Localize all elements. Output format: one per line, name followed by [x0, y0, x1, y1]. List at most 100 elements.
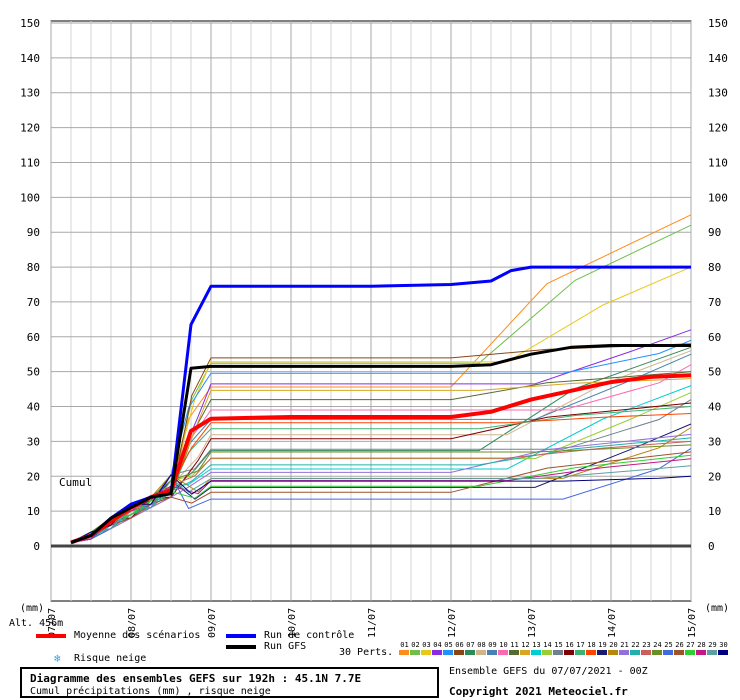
perturbation-id: 07	[466, 641, 475, 649]
legend-control-swatch	[226, 634, 256, 638]
perturbation-swatch	[564, 650, 574, 655]
perturbation-id: 15	[554, 641, 563, 649]
perturbation-swatch	[586, 650, 596, 655]
perturbation-id: 09	[488, 641, 497, 649]
y-tick-label-left: 130	[20, 87, 40, 100]
y-tick-label-right: 140	[708, 52, 728, 65]
y-tick-label-right: 10	[708, 505, 721, 518]
perturbation-swatch	[520, 650, 530, 655]
y-tick-label-left: 90	[27, 226, 40, 239]
legend-mean-swatch	[36, 634, 66, 638]
perturbation-id: 29	[708, 641, 717, 649]
perturbation-id: 11	[510, 641, 519, 649]
perturbation-swatch	[410, 650, 420, 655]
perturbation-swatch	[421, 650, 431, 655]
perturbation-swatch	[399, 650, 409, 655]
perturbation-swatch	[498, 650, 508, 655]
perturbation-swatch	[487, 650, 497, 655]
perturbation-id: 02	[411, 641, 420, 649]
perturbation-swatch	[641, 650, 651, 655]
member-trace-29	[70, 465, 692, 543]
perturbation-swatch	[674, 650, 684, 655]
perturbation-id: 03	[422, 641, 431, 649]
x-tick-label: 09/07	[207, 608, 218, 638]
x-tick-label: 12/07	[447, 608, 458, 638]
y-tick-label-right: 110	[708, 156, 728, 169]
perturbation-id: 27	[686, 641, 695, 649]
y-tick-label-right: 80	[708, 261, 721, 274]
copyright: Copyright 2021 Meteociel.fr	[449, 685, 628, 698]
perturbation-swatch	[608, 650, 618, 655]
perturbation-id: 24	[653, 641, 662, 649]
perturbation-id: 04	[433, 641, 442, 649]
perturbation-id: 13	[532, 641, 541, 649]
run-info: Ensemble GEFS du 07/07/2021 - 00Z	[449, 666, 648, 677]
perturbation-swatch	[454, 650, 464, 655]
x-tick-label: 07/07	[47, 608, 58, 638]
y-tick-label-right: 60	[708, 331, 721, 344]
legend-gfs-label: Run GFS	[264, 641, 307, 652]
y-tick-label-left: 0	[33, 540, 40, 553]
perturbation-swatch	[707, 650, 717, 655]
perturbation-id: 12	[521, 641, 530, 649]
perturbation-id: 20	[609, 641, 618, 649]
perturbation-swatch	[575, 650, 585, 655]
perturbation-id: 30	[719, 641, 728, 649]
perturbation-swatch	[685, 650, 695, 655]
perturbation-swatch	[652, 650, 662, 655]
perturbation-id: 18	[587, 641, 596, 649]
y-tick-label-right: 150	[708, 17, 728, 30]
perturbation-id: 25	[664, 641, 673, 649]
perturbation-id: 05	[444, 641, 453, 649]
perturbation-id: 10	[499, 641, 508, 649]
control-run-line	[70, 265, 691, 544]
perturbation-swatch	[465, 650, 475, 655]
perturbation-id: 06	[455, 641, 464, 649]
perturbation-swatch	[597, 650, 607, 655]
y-tick-label-left: 110	[20, 156, 40, 169]
perturbation-id: 26	[675, 641, 684, 649]
y-tick-label-left: 60	[27, 331, 40, 344]
y-tick-label-right: 70	[708, 296, 721, 309]
y-tick-label-left: 20	[27, 470, 40, 483]
y-tick-label-left: 40	[27, 401, 40, 414]
perturbation-id: 08	[477, 641, 486, 649]
y-tick-label-right: 90	[708, 226, 721, 239]
perturbation-id: 19	[598, 641, 607, 649]
perturbation-swatch	[476, 650, 486, 655]
y-tick-label-left: 30	[27, 435, 40, 448]
perturbation-id: 16	[565, 641, 574, 649]
perturbation-swatch	[542, 650, 552, 655]
perturbation-id: 22	[631, 641, 640, 649]
perturbation-id: 23	[642, 641, 651, 649]
perturbation-id: 21	[620, 641, 629, 649]
perturbation-swatch	[531, 650, 541, 655]
y-tick-label-right: 130	[708, 87, 728, 100]
perturbation-id: 14	[543, 641, 552, 649]
y-tick-label-left: 10	[27, 505, 40, 518]
gfs-run-line	[70, 344, 691, 544]
y-tick-label-right: 50	[708, 366, 721, 379]
legend-gfs-swatch	[226, 645, 256, 649]
y-tick-label-left: 70	[27, 296, 40, 309]
x-tick-label: 11/07	[367, 608, 378, 638]
y-tick-label-left: 140	[20, 52, 40, 65]
ensemble-chart: 0 0 10 10 20 20 30 30 40 40 50 50 60 60 70 70 80 80 90 90 10…	[20, 17, 729, 638]
perturbation-swatch	[509, 650, 519, 655]
perturbation-swatch	[432, 650, 442, 655]
legend-mean-label: Moyenne des scénarios	[74, 630, 201, 641]
x-tick-label: 13/07	[527, 608, 538, 638]
y-tick-label-right: 20	[708, 470, 721, 483]
perturbation-swatch	[696, 650, 706, 655]
footer-box: Diagramme des ensembles GEFS sur 192h : …	[20, 667, 439, 698]
x-tick-label: 15/07	[687, 608, 698, 638]
snowflake-icon: ❄	[54, 652, 61, 665]
y-tick-label-right: 120	[708, 122, 728, 135]
perturbation-swatch	[553, 650, 563, 655]
y-tick-label-right: 40	[708, 401, 721, 414]
cumul-annotation: Cumul	[59, 476, 92, 489]
perturbation-swatch	[619, 650, 629, 655]
perturbation-swatch	[718, 650, 728, 655]
altitude-label: Alt. 456m	[9, 618, 64, 629]
y-tick-label-right: 30	[708, 435, 721, 448]
